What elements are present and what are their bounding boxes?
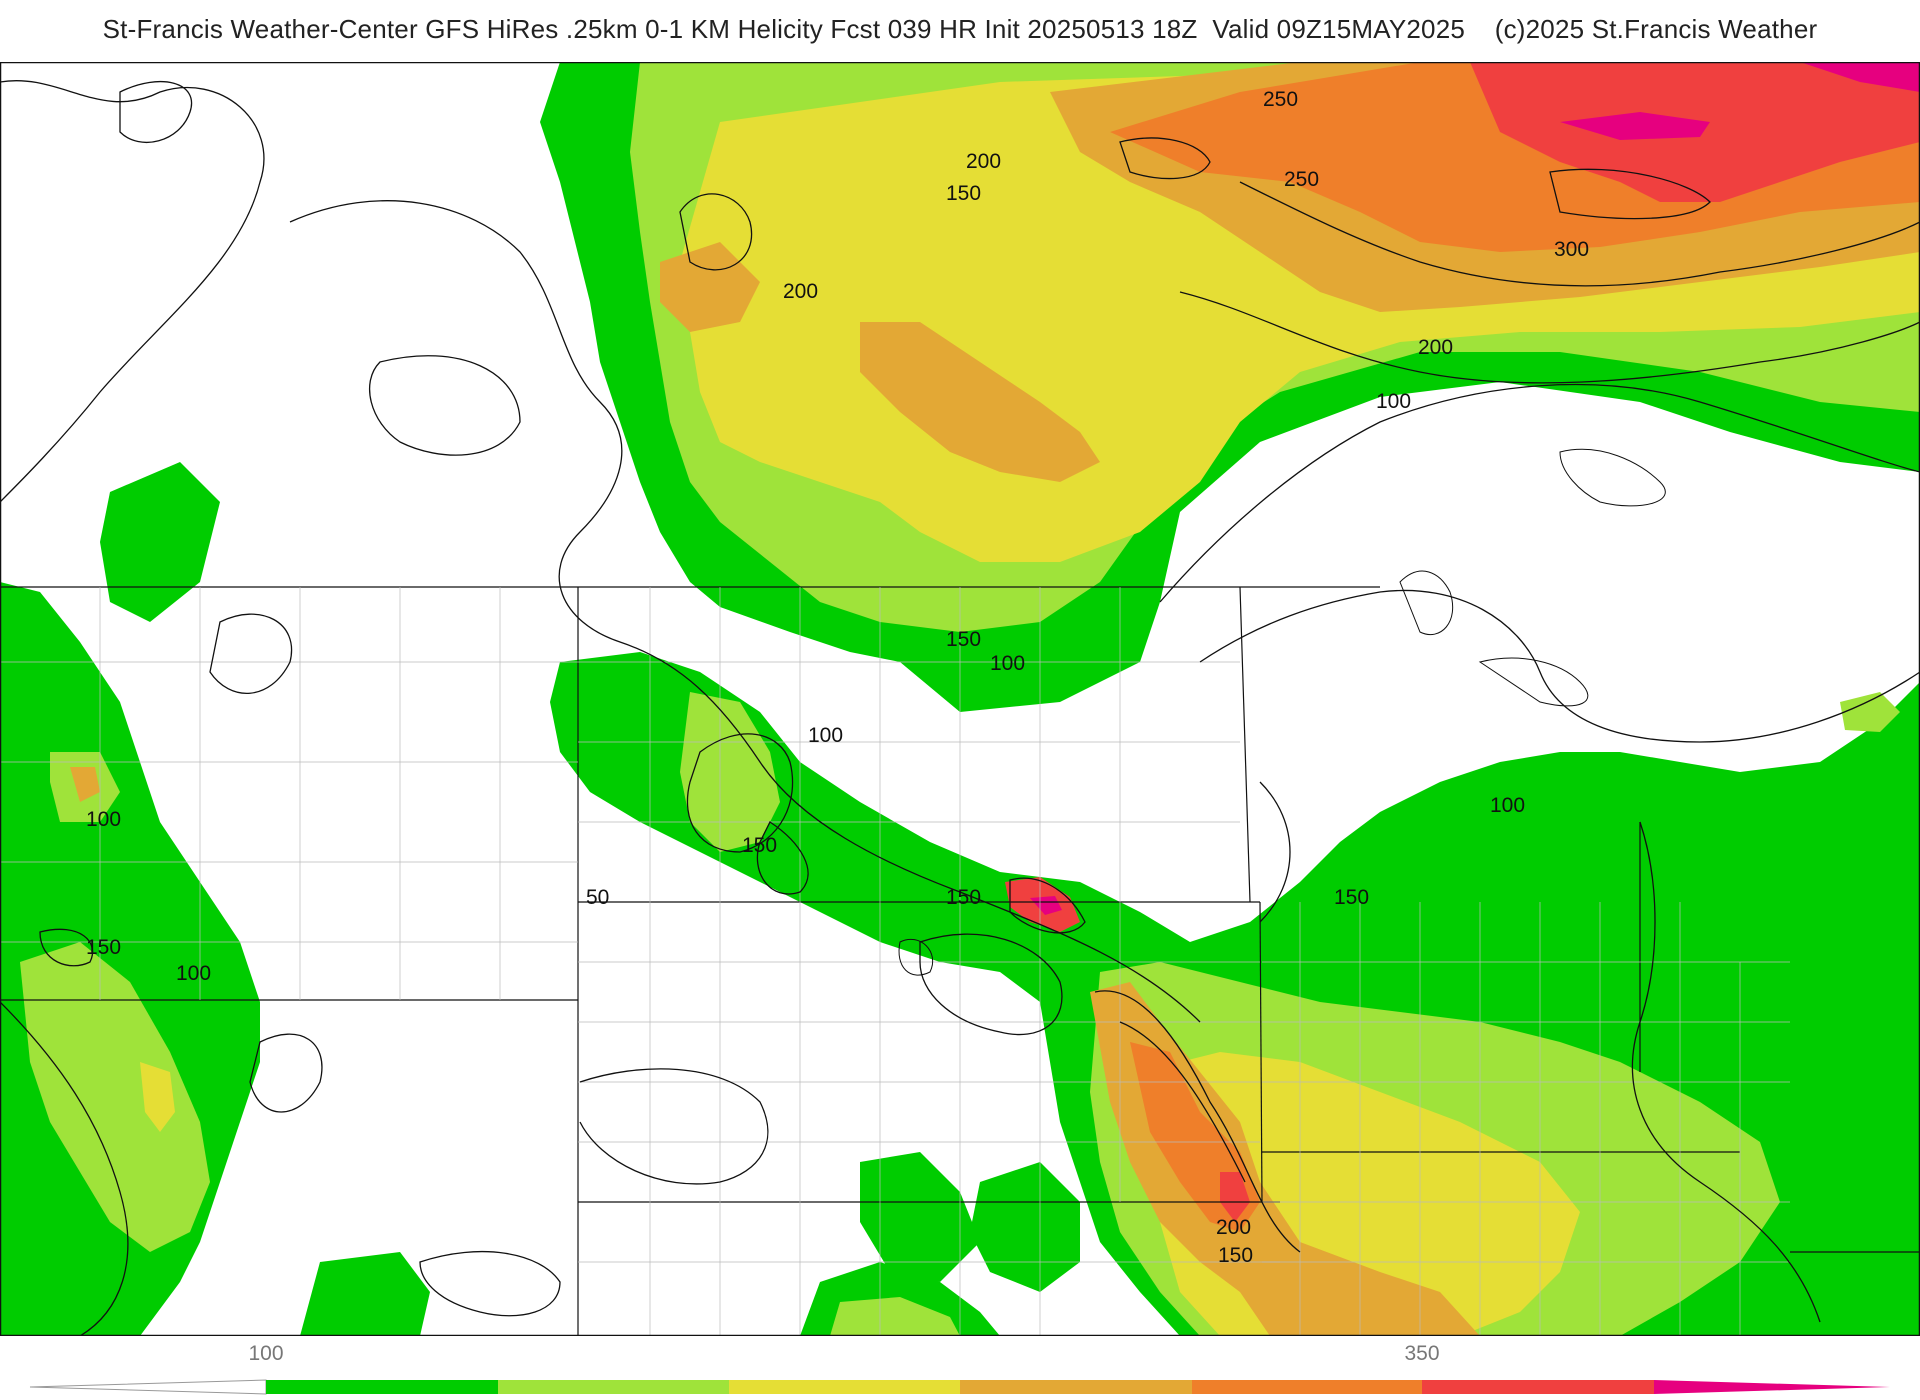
contour-label: 100 — [1490, 794, 1525, 817]
map-title: St-Francis Weather-Center GFS HiRes .25k… — [102, 14, 1818, 44]
contour-label: 100 — [176, 962, 211, 985]
helicity-map: 250 200 150 250 300 200 100 200 150 100 … — [0, 62, 1920, 1336]
colorbar-lower-extend — [29, 1379, 267, 1395]
helicity-band-250c — [860, 322, 1100, 482]
helicity-band-250-west — [70, 767, 100, 802]
helicity-band-400 — [1560, 62, 1920, 140]
helicity-band-200-west — [140, 1062, 175, 1132]
helicity-band-100-south2 — [970, 1162, 1080, 1292]
contour-label: 250 — [1263, 88, 1298, 111]
contour-label: 150 — [86, 936, 121, 959]
helicity-band-150-east — [1840, 692, 1900, 732]
contour-label: 150 — [742, 834, 777, 857]
colorbar-segment — [266, 1380, 498, 1394]
helicity-band-magenta-central — [1030, 896, 1062, 915]
colorbar-tick-label: 350 — [1404, 1342, 1440, 1365]
colorbar — [29, 1379, 1890, 1395]
water-features — [898, 448, 1666, 976]
helicity-band-250-central — [1090, 982, 1480, 1336]
contour-label: 300 — [1554, 238, 1589, 261]
contour-label: 50 — [586, 886, 609, 909]
helicity-band-100-sw — [300, 1252, 430, 1336]
county-lines — [0, 587, 1790, 1336]
contour-label: 200 — [1418, 336, 1453, 359]
contour-label: 150 — [946, 886, 981, 909]
colorbar-segment — [498, 1380, 729, 1394]
contour-label: 150 — [1218, 1244, 1253, 1267]
contour-label: 150 — [946, 628, 981, 651]
colorbar-upper-extend — [1654, 1380, 1890, 1394]
colorbar-segment — [729, 1380, 960, 1394]
contour-label: 100 — [86, 808, 121, 831]
helicity-band-150-south — [830, 1297, 960, 1336]
helicity-contours — [0, 80, 1920, 1336]
political-boundaries — [0, 586, 1920, 1336]
contour-label: 200 — [1216, 1216, 1251, 1239]
contour-label: 100 — [1376, 390, 1411, 413]
contour-label: 100 — [990, 652, 1025, 675]
contour-label: 150 — [1334, 886, 1369, 909]
helicity-band-100-south — [860, 1152, 980, 1282]
colorbar-segment — [1192, 1380, 1422, 1394]
helicity-band-150-central-b — [680, 692, 780, 852]
contour-labels: 250 200 150 250 300 200 100 200 150 100 … — [86, 88, 1589, 1267]
contour-label: 150 — [946, 182, 981, 205]
colorbar-segment — [960, 1380, 1192, 1394]
contour-label: 100 — [808, 724, 843, 747]
contour-label: 250 — [1284, 168, 1319, 191]
helicity-band-350-central — [1220, 1172, 1250, 1222]
helicity-band-150-west — [20, 942, 210, 1252]
colorbar-tick-label: 100 — [248, 1342, 284, 1365]
helicity-band-100-west3 — [100, 462, 220, 622]
contour-label: 200 — [966, 150, 1001, 173]
contour-label: 200 — [783, 280, 818, 303]
colorbar-segment — [1422, 1380, 1654, 1394]
